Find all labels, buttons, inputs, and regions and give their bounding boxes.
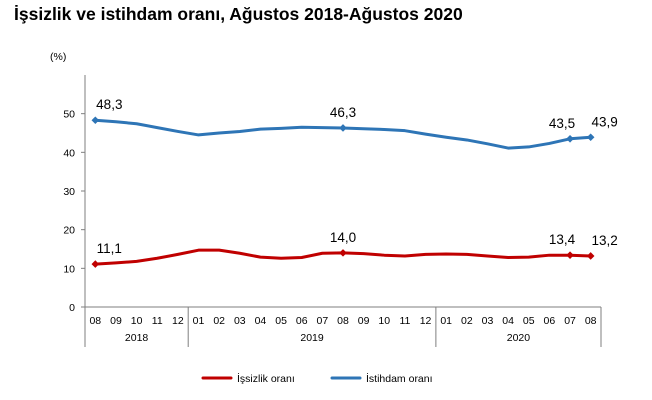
chart-legend: İşsizlik oranı İstihdam oranı [201,372,433,385]
x-tick-label: 05 [275,315,287,327]
x-tick-label: 09 [110,315,122,327]
x-tick-label: 10 [131,315,143,327]
legend-label: İşsizlik oranı [237,372,295,385]
series-layer [91,116,595,268]
x-tick-label: 01 [440,315,452,327]
x-tick-label: 12 [172,315,184,327]
x-tick-label: 03 [234,315,246,327]
y-tick-label: 50 [63,109,75,121]
data-label: 11,1 [97,241,122,256]
x-tick-label: 11 [399,315,410,327]
x-tick-label: 01 [193,315,205,327]
x-tick-label: 05 [523,315,535,327]
data-label: 48,3 [96,97,122,112]
y-tick-label: 10 [63,263,75,275]
data-point-marker [586,252,595,260]
data-label: 43,9 [592,114,618,129]
year-label: 2019 [300,332,324,344]
year-label: 2018 [125,332,149,344]
x-tick-label: 07 [564,315,576,327]
data-point-marker [91,260,100,268]
x-tick-label: 09 [358,315,370,327]
data-point-marker [339,124,347,132]
year-label: 2020 [507,332,531,344]
y-tick-label: 30 [63,186,75,198]
x-tick-label: 11 [152,315,163,327]
data-point-marker [91,116,100,125]
x-tick-label: 12 [420,315,432,327]
x-tick-label: 08 [337,315,349,327]
data-labels: 11,1 14,0 13,4 13,2 48,3 46,3 43,5 43,9 [96,97,618,256]
data-label: 43,5 [549,116,575,131]
x-tick-label: 08 [585,315,597,327]
x-tick-label: 04 [255,315,267,327]
y-tick-label: 20 [63,225,75,237]
x-tick-label: 02 [461,315,473,327]
y-tick-label: 0 [69,302,75,314]
data-label: 13,2 [592,233,618,248]
x-tick-label: 06 [544,315,556,327]
x-tick-label: 03 [482,315,494,327]
data-label: 46,3 [330,105,356,120]
chart-title: İşsizlik ve istihdam oranı, Ağustos 2018… [14,4,463,24]
x-tick-label: 10 [378,315,390,327]
data-point-marker [586,133,595,142]
data-point-marker [566,135,574,143]
y-tick-label: 40 [63,147,75,159]
x-tick-label: 02 [213,315,225,327]
x-tick-label: 07 [317,315,329,327]
x-tick-label: 04 [502,315,514,327]
x-tick-label: 06 [296,315,308,327]
y-unit-label: (%) [50,51,66,63]
data-point-marker [339,249,347,257]
legend-label: İstihdam oranı [366,372,433,385]
data-point-marker [566,251,574,259]
data-label: 14,0 [330,230,356,245]
data-label: 13,4 [549,232,576,247]
x-tick-label: 08 [89,315,101,327]
